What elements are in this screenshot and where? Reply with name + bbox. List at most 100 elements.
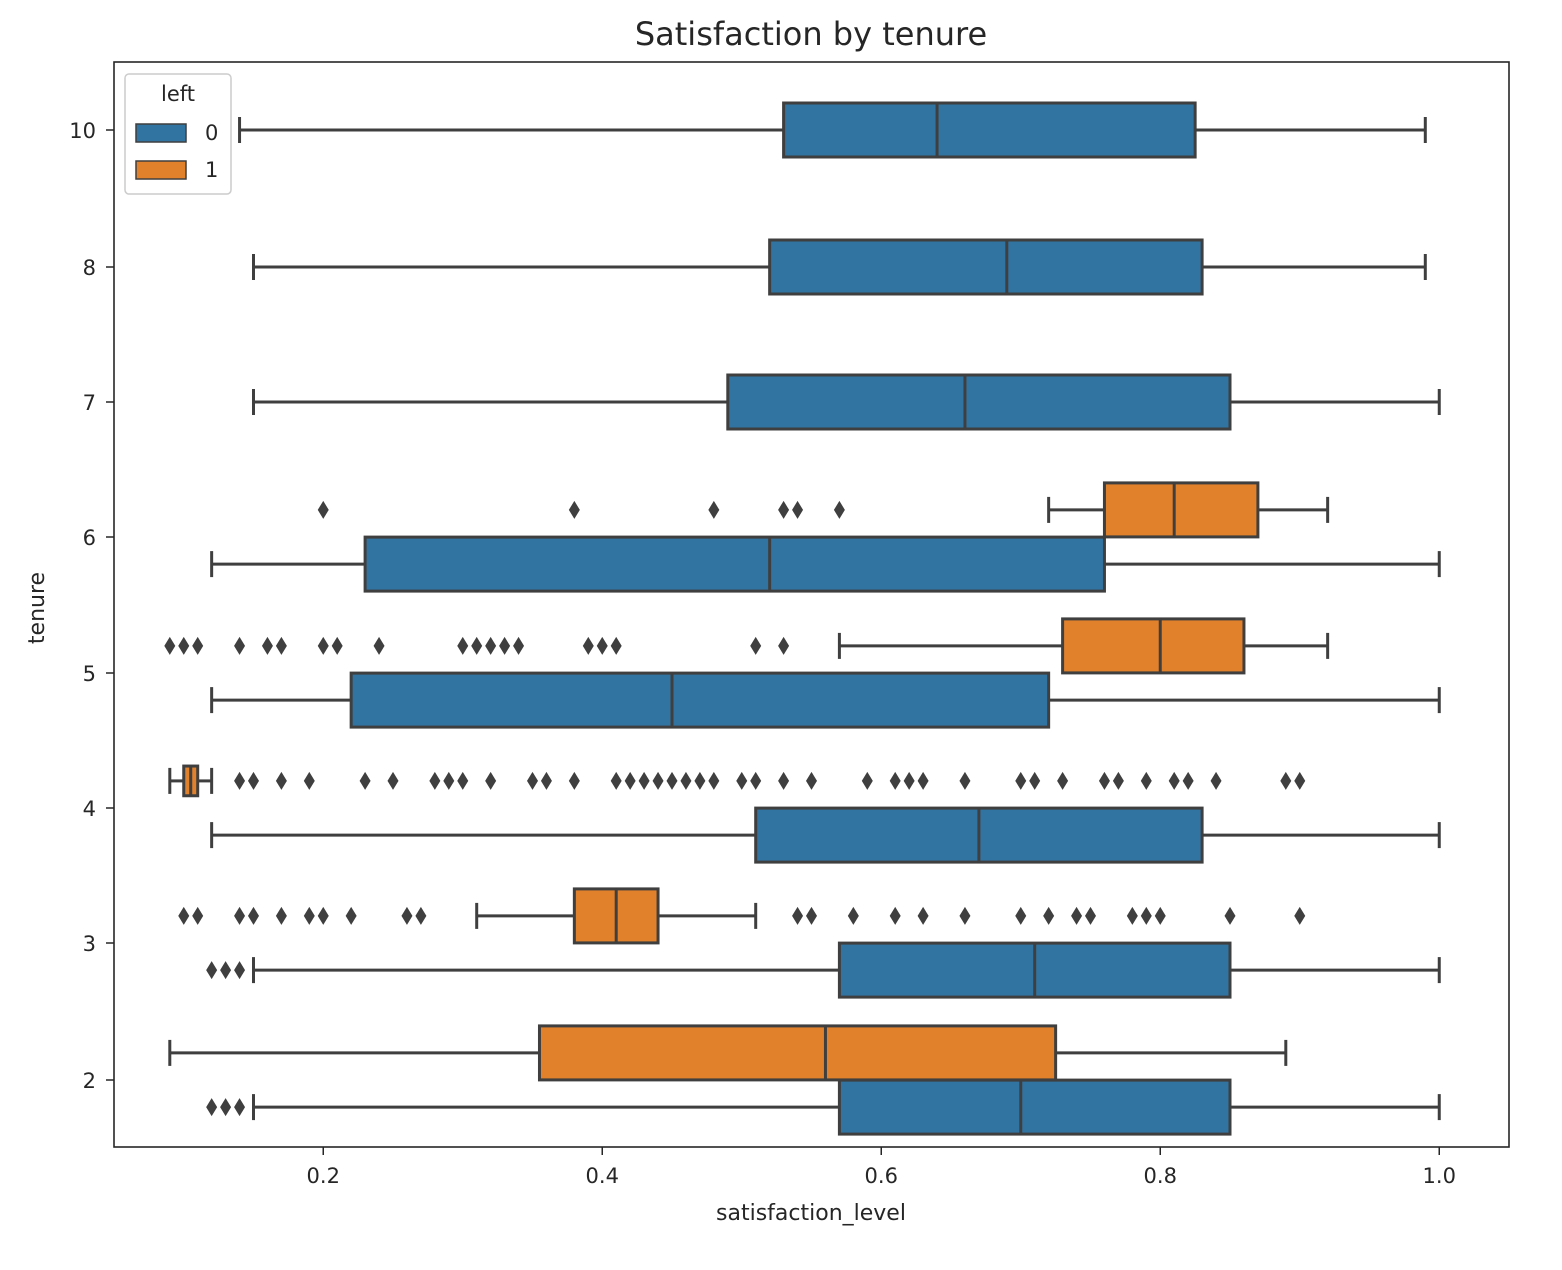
outlier-point bbox=[457, 636, 469, 655]
box-1-tenure-4 bbox=[168, 764, 1306, 798]
iqr-box bbox=[782, 101, 1197, 159]
iqr-box bbox=[768, 238, 1204, 296]
outlier-point bbox=[889, 771, 901, 790]
iqr-box bbox=[1102, 481, 1260, 539]
chart-title: Satisfaction by tenure bbox=[635, 15, 987, 53]
outlier-point bbox=[1182, 771, 1194, 790]
iqr-box bbox=[726, 373, 1232, 431]
outlier-point bbox=[1140, 906, 1152, 925]
outlier-point bbox=[234, 1098, 246, 1117]
box-0-tenure-3 bbox=[206, 941, 1441, 999]
outlier-point bbox=[178, 636, 190, 655]
outlier-point bbox=[1126, 906, 1138, 925]
outlier-point bbox=[429, 771, 441, 790]
outlier-point bbox=[178, 906, 190, 925]
outlier-point bbox=[234, 961, 246, 980]
x-tick-label: 0.4 bbox=[586, 1164, 619, 1188]
legend: left 0 1 bbox=[124, 73, 232, 195]
y-axis-ticks: 10 8 7 6 5 4 3 2 bbox=[69, 119, 114, 1093]
y-tick-label: 4 bbox=[83, 797, 96, 821]
outlier-point bbox=[401, 906, 413, 925]
outlier-point bbox=[847, 906, 859, 925]
outlier-point bbox=[568, 500, 580, 519]
outlier-point bbox=[792, 906, 804, 925]
outlier-point bbox=[1112, 771, 1124, 790]
x-tick-label: 1.0 bbox=[1423, 1164, 1456, 1188]
legend-swatch-1 bbox=[135, 160, 187, 180]
box-0-tenure-4 bbox=[210, 806, 1441, 864]
outlier-point bbox=[736, 771, 748, 790]
outlier-point bbox=[1280, 771, 1292, 790]
outlier-point bbox=[1015, 771, 1027, 790]
outlier-point bbox=[1210, 771, 1222, 790]
outlier-point bbox=[345, 906, 357, 925]
outlier-point bbox=[917, 771, 929, 790]
outlier-point bbox=[248, 906, 259, 925]
outlier-point bbox=[778, 500, 790, 519]
box-1-tenure-5 bbox=[164, 617, 1330, 675]
outlier-point bbox=[610, 771, 622, 790]
y-tick-label: 2 bbox=[83, 1069, 96, 1093]
y-axis-label: tenure bbox=[25, 572, 50, 644]
box-0-tenure-8 bbox=[252, 238, 1427, 296]
x-tick-label: 0.6 bbox=[865, 1164, 898, 1188]
outlier-point bbox=[457, 771, 469, 790]
outlier-point bbox=[1015, 906, 1027, 925]
outlier-point bbox=[234, 771, 246, 790]
outlier-point bbox=[1154, 906, 1166, 925]
outlier-point bbox=[680, 771, 692, 790]
box-0-tenure-10 bbox=[238, 101, 1427, 159]
y-tick-label: 10 bbox=[69, 119, 96, 143]
box-0-tenure-5 bbox=[210, 671, 1441, 729]
outlier-point bbox=[1294, 906, 1306, 925]
outlier-point bbox=[1029, 771, 1041, 790]
outlier-point bbox=[248, 771, 259, 790]
outlier-point bbox=[206, 1098, 218, 1117]
outlier-point bbox=[750, 771, 762, 790]
outlier-point bbox=[792, 500, 804, 519]
outlier-point bbox=[275, 636, 287, 655]
outlier-point bbox=[443, 771, 455, 790]
outlier-point bbox=[485, 636, 497, 655]
y-tick-label: 6 bbox=[83, 526, 96, 550]
outlier-point bbox=[1071, 906, 1083, 925]
outlier-point bbox=[666, 771, 678, 790]
legend-swatch-0 bbox=[135, 123, 187, 143]
outlier-point bbox=[415, 906, 427, 925]
outlier-point bbox=[192, 906, 204, 925]
outlier-point bbox=[708, 500, 720, 519]
outlier-point bbox=[778, 636, 790, 655]
box-1-tenure-3 bbox=[178, 887, 1306, 945]
outlier-point bbox=[234, 906, 246, 925]
outlier-point bbox=[708, 771, 720, 790]
outlier-point bbox=[206, 961, 218, 980]
iqr-box bbox=[537, 1024, 1058, 1082]
outlier-point bbox=[317, 636, 329, 655]
outlier-point bbox=[471, 636, 483, 655]
outlier-point bbox=[778, 771, 790, 790]
outlier-point bbox=[1043, 906, 1055, 925]
iqr-box bbox=[837, 1078, 1232, 1136]
y-tick-label: 3 bbox=[83, 932, 96, 956]
legend-title: left bbox=[161, 82, 195, 106]
outlier-point bbox=[234, 636, 246, 655]
outlier-point bbox=[275, 771, 287, 790]
iqr-box bbox=[363, 535, 1106, 593]
outlier-point bbox=[806, 771, 817, 790]
y-tick-label: 5 bbox=[83, 662, 96, 686]
outlier-point bbox=[1085, 906, 1096, 925]
outlier-point bbox=[1168, 771, 1180, 790]
outlier-point bbox=[192, 636, 204, 655]
outlier-point bbox=[903, 771, 915, 790]
box-0-tenure-7 bbox=[252, 373, 1441, 431]
box-0-tenure-6 bbox=[210, 535, 1441, 593]
outlier-point bbox=[861, 771, 873, 790]
y-tick-label: 7 bbox=[83, 391, 96, 415]
outlier-point bbox=[220, 961, 232, 980]
box-1-tenure-6 bbox=[317, 481, 1330, 539]
x-tick-label: 0.2 bbox=[307, 1164, 340, 1188]
legend-label-0: 0 bbox=[205, 121, 218, 145]
x-tick-label: 0.8 bbox=[1144, 1164, 1177, 1188]
outlier-point bbox=[889, 906, 901, 925]
